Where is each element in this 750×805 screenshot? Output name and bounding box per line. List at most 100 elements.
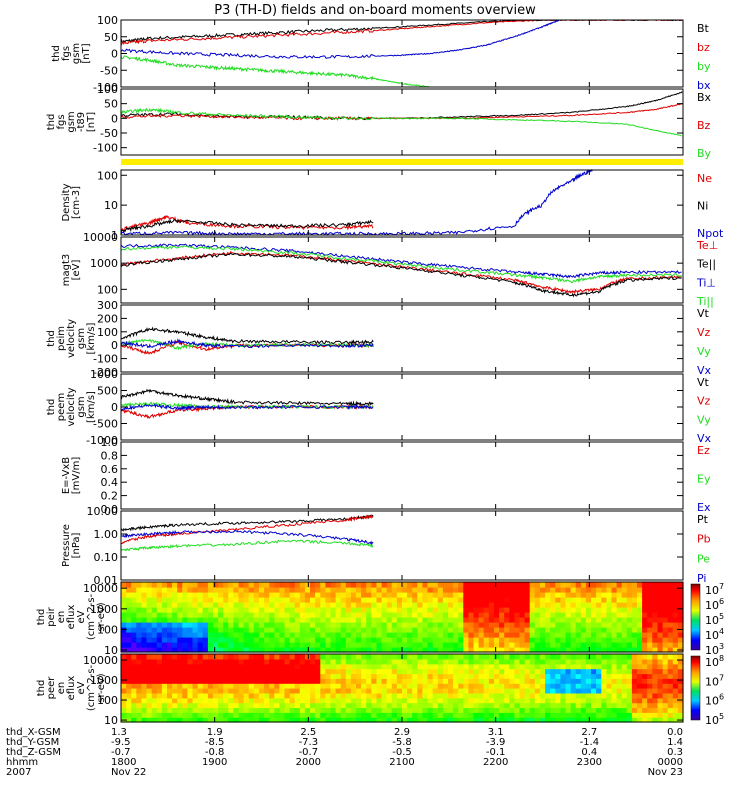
- spectrogram-cell: [437, 702, 444, 709]
- spectrogram-cell: [202, 637, 209, 643]
- spectrogram-cell: [310, 647, 316, 653]
- spectrogram-cell: [427, 668, 434, 675]
- spectrogram-cell: [672, 637, 679, 643]
- spectrogram-cell: [366, 702, 372, 709]
- spectrogram-cell: [299, 622, 306, 628]
- spectrogram-cell: [284, 597, 291, 603]
- spectrogram-cell: [478, 607, 485, 613]
- spectrogram-cell: [325, 658, 332, 665]
- spectrogram-cell: [182, 688, 188, 694]
- spectrogram-cell: [202, 587, 209, 593]
- spectrogram-cell: [304, 712, 311, 718]
- spectrogram-cell: [412, 702, 418, 709]
- spectrogram-cell: [279, 627, 286, 633]
- spectrogram-cell: [228, 612, 234, 618]
- ylabel-line: gsm: [66, 111, 77, 132]
- spectrogram-cell: [187, 712, 194, 718]
- ylabel-line: Pressure: [61, 524, 72, 567]
- spectrogram-cell: [611, 607, 618, 613]
- spectrogram-cell: [121, 597, 127, 603]
- spectrogram-cell: [151, 707, 158, 713]
- spectrogram-cell: [243, 637, 250, 643]
- spectrogram-cell: [146, 587, 153, 593]
- spectrogram-cell: [596, 683, 602, 689]
- legend-label-density-2: Npot: [697, 227, 724, 240]
- spectrogram-cell: [228, 663, 234, 670]
- spectrogram-cell: [570, 688, 577, 694]
- spectrogram-cell: [284, 592, 291, 598]
- spectrogram-cell: [315, 697, 321, 704]
- spectrogram-cell: [151, 647, 158, 653]
- spectrogram-cell: [182, 668, 188, 675]
- spectrogram-cell: [662, 617, 669, 623]
- ytick-label: 100: [97, 694, 118, 707]
- spectrogram-cell: [494, 617, 500, 623]
- spectrogram-cell: [304, 637, 311, 643]
- spectrogram-cell: [458, 607, 464, 613]
- spectrogram-cell: [172, 697, 178, 704]
- spectrogram-cell: [509, 607, 515, 613]
- spectrogram-cell: [432, 637, 439, 643]
- spectrogram-cell: [177, 678, 183, 684]
- spectrogram-cell: [580, 612, 587, 618]
- spectrogram-cell: [126, 673, 132, 679]
- spectrogram-cell: [412, 627, 418, 633]
- spectrogram-cell: [156, 658, 163, 665]
- spectrogram-cell: [407, 607, 413, 613]
- spectrogram-cell: [442, 582, 449, 588]
- spectrogram-cell: [146, 673, 153, 679]
- spectrogram-cell: [136, 678, 142, 684]
- spectrogram-cell: [294, 717, 301, 723]
- spectrogram-cell: [437, 637, 444, 643]
- spectrogram-cell: [539, 642, 546, 648]
- spectrogram-cell: [565, 663, 572, 670]
- spectrogram-cell: [161, 654, 168, 660]
- spectrogram-cell: [141, 707, 148, 713]
- spectrogram-cell: [539, 673, 546, 679]
- spectrogram-cell: [356, 627, 362, 633]
- spectrogram-cell: [672, 702, 679, 709]
- spectrogram-cell: [264, 697, 270, 704]
- spectrogram-cell: [141, 668, 148, 675]
- spectrogram-cell: [386, 668, 393, 675]
- spectrogram-cell: [580, 654, 587, 660]
- spectrogram-cell: [555, 678, 561, 684]
- spectrogram-cell: [167, 663, 173, 670]
- spectrogram-cell: [442, 668, 449, 675]
- spectrogram-cell: [652, 697, 658, 704]
- spectrogram-cell: [596, 668, 602, 675]
- spectrogram-cell: [228, 607, 234, 613]
- spectrogram-cell: [213, 617, 219, 623]
- spectrogram-cell: [381, 637, 388, 643]
- spectrogram-cell: [228, 592, 234, 598]
- spectrogram-cell: [427, 622, 434, 628]
- spectrogram-cell: [550, 622, 556, 628]
- spectrogram-cell: [488, 642, 495, 648]
- spectrogram-cell: [264, 617, 270, 623]
- spectrogram-cell: [371, 607, 377, 613]
- spectrogram-cell: [213, 587, 219, 593]
- spectrogram-cell: [233, 617, 240, 623]
- spectrogram-cell: [223, 612, 229, 618]
- spectrogram-cell: [269, 697, 275, 704]
- spectrogram-cell: [473, 663, 480, 670]
- spectrogram-cell: [294, 683, 301, 689]
- spectrogram-cell: [274, 692, 280, 699]
- spectrogram-cell: [585, 597, 592, 603]
- spectrogram-cell: [672, 622, 679, 628]
- spectrogram-cell: [616, 712, 623, 718]
- spectrogram-cell: [284, 697, 291, 704]
- spectrogram-cell: [412, 632, 418, 638]
- spectrogram-cell: [412, 717, 418, 723]
- spectrogram-cell: [652, 668, 658, 675]
- spectrogram-cell: [631, 678, 638, 684]
- spectrogram-cell: [361, 663, 367, 670]
- spectrogram-cell: [606, 663, 613, 670]
- spectrogram-cell: [172, 654, 178, 660]
- spectrogram-cell: [647, 592, 653, 598]
- spectrogram-cell: [381, 627, 388, 633]
- spectrogram-cell: [238, 712, 245, 718]
- spectrogram-cell: [417, 632, 423, 638]
- spectrogram-cell: [320, 707, 326, 713]
- spectrogram-cell: [621, 602, 628, 608]
